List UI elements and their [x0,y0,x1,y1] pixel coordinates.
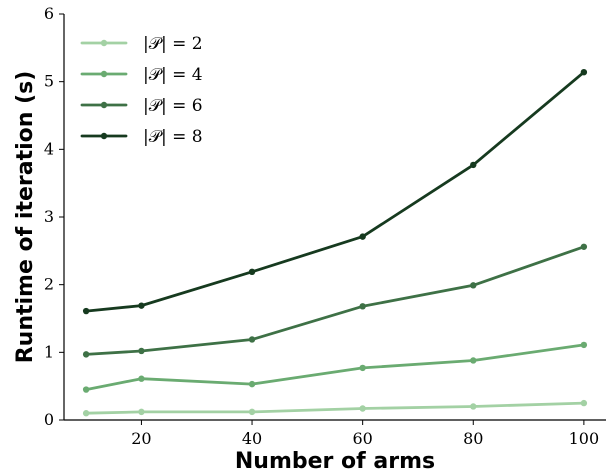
legend-item: |𝒫| = 4 [82,65,203,85]
legend-swatch-marker [101,71,107,77]
data-point [581,400,587,406]
data-point [581,342,587,348]
y-ticks: 0 1 2 3 4 5 6 [44,4,64,429]
data-point [470,282,476,288]
data-point [470,162,476,168]
series-line [86,345,584,390]
legend-item: |𝒫| = 6 [82,96,203,116]
data-point [470,357,476,363]
data-point [359,365,365,371]
x-tick-label: 100 [569,429,600,448]
x-ticks: 20 40 60 80 100 [131,420,599,448]
y-tick-label: 5 [44,72,54,91]
data-point [83,351,89,357]
series-1 [83,400,587,417]
data-point [83,386,89,392]
data-point [249,409,255,415]
y-tick-label: 1 [44,342,54,361]
legend-swatch-marker [101,102,107,108]
legend-item: |𝒫| = 8 [82,127,203,147]
y-tick-label: 4 [44,139,54,158]
legend-label: |𝒫| = 6 [143,96,203,116]
y-tick-label: 6 [44,4,54,23]
data-point [249,269,255,275]
x-axis-title: Number of arms [235,449,435,474]
x-tick-label: 20 [131,429,151,448]
data-point [138,302,144,308]
y-axis-title: Runtime of iteration (s) [13,71,38,364]
y-tick-label: 3 [44,207,54,226]
data-point [138,409,144,415]
data-point [359,233,365,239]
legend-label: |𝒫| = 4 [143,65,203,85]
data-point [83,308,89,314]
legend-label: |𝒫| = 8 [143,127,203,147]
data-point [249,336,255,342]
x-tick-label: 60 [352,429,372,448]
legend-item: |𝒫| = 2 [82,34,203,54]
legend-swatch-marker [101,40,107,46]
data-point [138,376,144,382]
legend-label: |𝒫| = 2 [143,34,203,54]
series-lines [83,69,587,416]
data-point [249,381,255,387]
data-point [83,410,89,416]
data-point [470,403,476,409]
y-tick-label: 0 [44,410,54,429]
legend-swatch-marker [101,133,107,139]
x-tick-label: 40 [242,429,262,448]
data-point [359,303,365,309]
data-point [581,244,587,250]
y-tick-label: 2 [44,275,54,294]
legend: |𝒫| = 2 |𝒫| = 4 |𝒫| = 6 |𝒫| = 8 [82,34,203,147]
x-tick-label: 80 [463,429,483,448]
series-line [86,403,584,413]
data-point [138,348,144,354]
data-point [581,69,587,75]
data-point [359,405,365,411]
